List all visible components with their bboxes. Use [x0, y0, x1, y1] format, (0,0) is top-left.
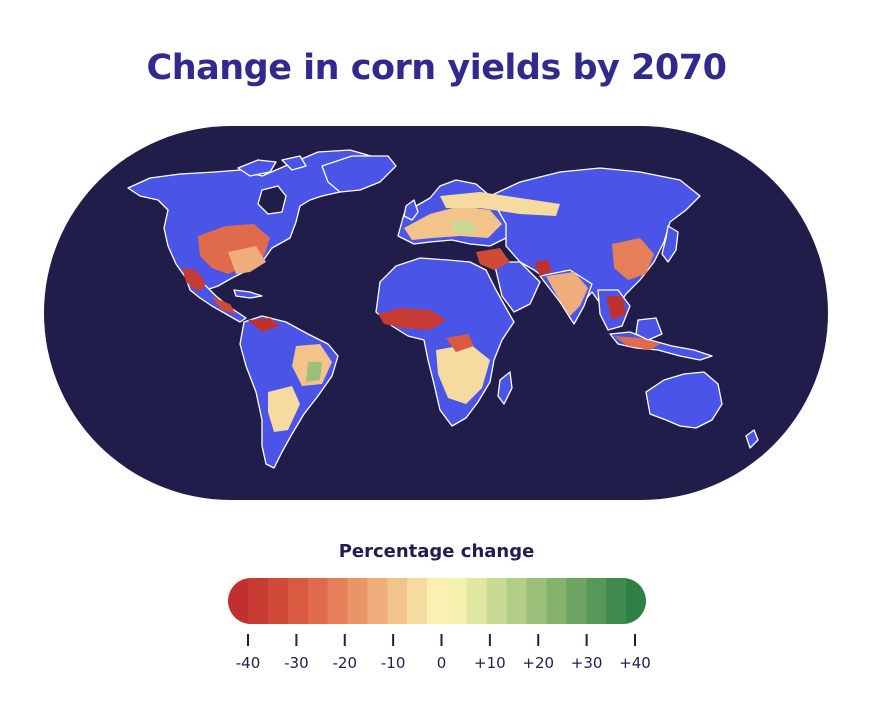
new-zealand: [745, 429, 759, 449]
legend-title: Percentage change: [338, 541, 535, 562]
legend-tick-label: +40: [619, 654, 651, 672]
legend-tick-label: -20: [333, 654, 358, 672]
legend-tick-label: 0: [437, 654, 447, 672]
legend-swatch: [267, 578, 289, 624]
china-yield-loss: [612, 238, 654, 280]
venezuela-yield-loss: [248, 318, 280, 332]
southeast-asia-yield-loss: [606, 296, 626, 320]
borneo: [635, 317, 663, 341]
middle-east-yield-loss: [476, 248, 510, 270]
legend-swatch: [307, 578, 329, 624]
south-america-south-yield: [268, 386, 300, 432]
mexico-yield-loss: [182, 268, 206, 292]
legend-tick-label: +20: [522, 654, 554, 672]
madagascar: [497, 371, 513, 405]
india-yield-loss: [546, 272, 588, 316]
legend-swatch: [367, 578, 388, 624]
legend-swatch: [247, 578, 269, 624]
central-africa-yield-loss: [446, 334, 474, 352]
legend-tick-label: -30: [284, 654, 309, 672]
legend-swatch: [486, 578, 508, 624]
brazil-yield-gain: [306, 362, 322, 382]
legend-swatch: [566, 578, 587, 624]
arctic-islands: [237, 155, 307, 177]
legend-tick-label: +10: [474, 654, 506, 672]
legend-swatch: [546, 578, 567, 624]
arabia: [493, 261, 541, 313]
legend-swatch: [466, 578, 488, 624]
indonesia-yield-loss: [614, 336, 660, 350]
greenland: [321, 155, 397, 193]
west-africa-yield-loss: [378, 308, 446, 330]
map-title: Change in corn yields by 2070: [146, 48, 727, 88]
legend-swatch: [287, 578, 309, 624]
legend-tick-label: +30: [571, 654, 603, 672]
pakistan-yield-loss: [534, 260, 552, 276]
usa-yield-moderate: [228, 246, 266, 274]
central-america-yield: [210, 296, 236, 314]
caribbean: [233, 289, 263, 299]
hudson-bay: [257, 185, 287, 215]
europe-yield-gain: [450, 220, 476, 234]
legend-swatch: [526, 578, 548, 624]
legend-swatch: [427, 578, 448, 624]
legend-swatch: [586, 578, 607, 624]
australia: [645, 371, 723, 429]
legend-swatch: [446, 578, 468, 624]
legend-swatch: [626, 578, 646, 624]
legend-swatch: [407, 578, 428, 624]
russia-yield-band: [440, 192, 560, 216]
legend-swatch: [347, 578, 368, 624]
legend-swatch: [506, 578, 528, 624]
legend-tick-label: -10: [381, 654, 406, 672]
japan: [661, 225, 679, 263]
legend-swatch: [327, 578, 349, 624]
north-america: [127, 149, 386, 291]
legend-tick-label: -40: [236, 654, 261, 672]
east-africa-yield-mixed: [436, 344, 490, 404]
legend-swatch: [606, 578, 627, 624]
legend-swatch: [228, 578, 249, 624]
legend-swatch: [387, 578, 408, 624]
british-isles: [403, 199, 419, 221]
